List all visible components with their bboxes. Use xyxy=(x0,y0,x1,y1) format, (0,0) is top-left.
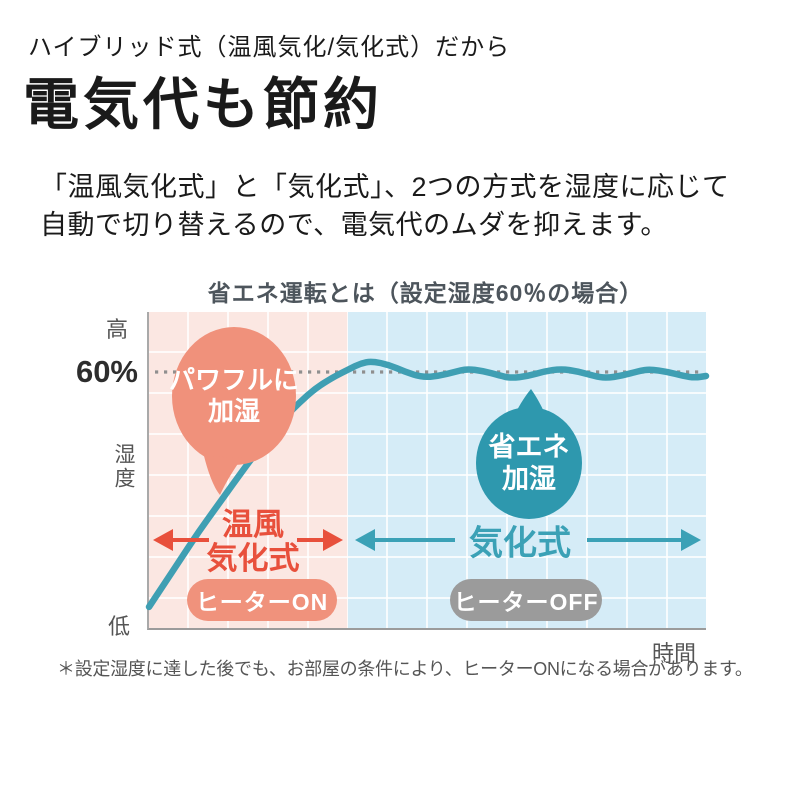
powerful-humidify-label: パワフルに 加湿 xyxy=(169,365,299,427)
description-line-2: 自動で切り替えるので、電気代のムダを抑えます。 xyxy=(40,210,668,240)
warm-range-arrow-right-head-icon xyxy=(323,529,343,551)
x-axis-title: 時間 xyxy=(652,641,697,666)
eco-range-arrow-left-head-icon xyxy=(355,529,375,551)
y-axis-low-label: 低 xyxy=(108,614,131,639)
eco-humidify-label: 省エネ 加湿 xyxy=(489,431,570,495)
warm-zone-label-line-1: 温風 xyxy=(222,507,284,542)
eco-humidify-line-2: 加湿 xyxy=(502,464,556,494)
page-subtitle: ハイブリッド式（温風気化/気化式）だから xyxy=(28,34,511,61)
vaporization-zone xyxy=(348,312,706,628)
y-axis-high-label: 高 xyxy=(106,317,129,342)
eco-zone-label: 気化式 xyxy=(469,524,571,563)
eco-humidify-bubble xyxy=(476,407,582,519)
description-line-1: 「温風気化式」と「気化式」、2つの方式を湿度に応じて xyxy=(40,172,730,202)
powerful-humidify-line-1: パワフルに xyxy=(168,365,300,395)
powerful-humidify-bubble-tail xyxy=(204,456,242,495)
warm-zone-label-line-2: 気化式 xyxy=(206,541,300,576)
chart-footnote: ＊設定湿度に達した後でも、お部屋の条件により、ヒーターONになる場合があります。 xyxy=(57,659,753,679)
heater-off-badge: ヒーターOFF xyxy=(450,579,602,621)
y-axis-setpoint-label: 60% xyxy=(75,354,138,389)
warm-range-arrow-left-head-icon xyxy=(153,529,173,551)
eco-range-arrow-right-head-icon xyxy=(681,529,701,551)
eco-humidify-bubble-tail xyxy=(515,389,545,414)
powerful-humidify-line-2: 加湿 xyxy=(207,396,261,426)
chart-svg xyxy=(145,327,710,611)
warm-zone-label: 温風 気化式 xyxy=(207,508,300,576)
eco-humidify-line-1: 省エネ xyxy=(488,432,570,462)
chart-plot-area: パワフルに 加湿 省エネ 加湿 温風 気化式 気化式 ヒーターON ヒーターOF… xyxy=(145,312,710,630)
description-paragraph: 「温風気化式」と「気化式」、2つの方式を湿度に応じて 自動で切り替えるので、電気… xyxy=(40,168,730,244)
chart-title: 省エネ運転とは（設定湿度60％の場合） xyxy=(207,280,644,306)
heater-on-badge: ヒーターON xyxy=(187,579,337,621)
y-axis-title: 湿度 xyxy=(112,443,135,491)
page-title: 電気代も節約 xyxy=(23,73,383,136)
powerful-humidify-bubble xyxy=(172,327,296,465)
